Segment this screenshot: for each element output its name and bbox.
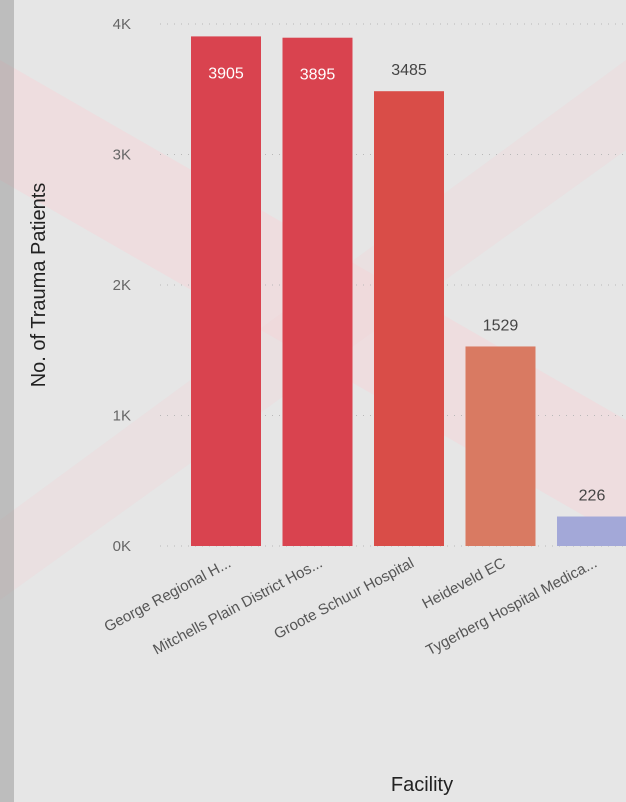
bar[interactable] [557, 516, 626, 546]
x-axis-title: Facility [391, 774, 453, 796]
y-axis-title: No. of Trauma Patients [28, 183, 50, 388]
x-axis: George Regional H...Mitchells Plain Dist… [101, 554, 599, 659]
y-tick-label: 4K [113, 16, 131, 33]
y-tick-label: 3K [113, 147, 131, 164]
bar[interactable] [465, 346, 536, 546]
x-tick-label: Tygerberg Hospital Medica... [423, 555, 600, 660]
bar[interactable] [191, 36, 261, 547]
data-label: 1529 [483, 317, 519, 334]
x-tick-label: Heideveld EC [419, 554, 508, 612]
y-axis: 0K 1K 2K 3K 4K [113, 16, 131, 555]
bar[interactable] [282, 37, 353, 546]
data-label: 3905 [208, 65, 244, 82]
data-label: 3485 [391, 62, 427, 79]
bars [191, 36, 626, 547]
data-label: 3895 [300, 67, 336, 84]
y-tick-label: 0K [113, 538, 131, 555]
y-tick-label: 2K [113, 277, 131, 294]
y-tick-label: 1K [113, 408, 131, 425]
data-labels: 3905 3895 3485 1529 226 [208, 62, 605, 504]
data-label: 226 [579, 488, 606, 505]
x-tick-label: Mitchells Plain District Hos... [150, 555, 325, 659]
bar[interactable] [374, 91, 444, 547]
